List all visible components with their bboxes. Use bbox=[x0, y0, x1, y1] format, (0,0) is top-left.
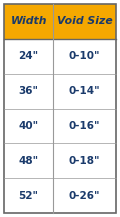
Text: Void Size: Void Size bbox=[57, 16, 113, 26]
Text: 48": 48" bbox=[19, 156, 39, 166]
Text: 36": 36" bbox=[19, 86, 39, 96]
Bar bbox=[4, 143, 116, 178]
Text: 40": 40" bbox=[19, 121, 39, 131]
Text: 0-10": 0-10" bbox=[69, 51, 100, 61]
Text: 52": 52" bbox=[19, 191, 39, 201]
Text: 0-14": 0-14" bbox=[69, 86, 100, 96]
Text: Width: Width bbox=[10, 16, 47, 26]
Text: 0-16": 0-16" bbox=[69, 121, 100, 131]
Bar bbox=[4, 108, 116, 143]
Bar bbox=[4, 178, 116, 213]
Bar bbox=[4, 39, 116, 74]
Bar bbox=[4, 74, 116, 108]
Bar bbox=[4, 4, 116, 39]
Text: 24": 24" bbox=[19, 51, 39, 61]
Text: 0-18": 0-18" bbox=[69, 156, 100, 166]
Text: 0-26": 0-26" bbox=[69, 191, 100, 201]
